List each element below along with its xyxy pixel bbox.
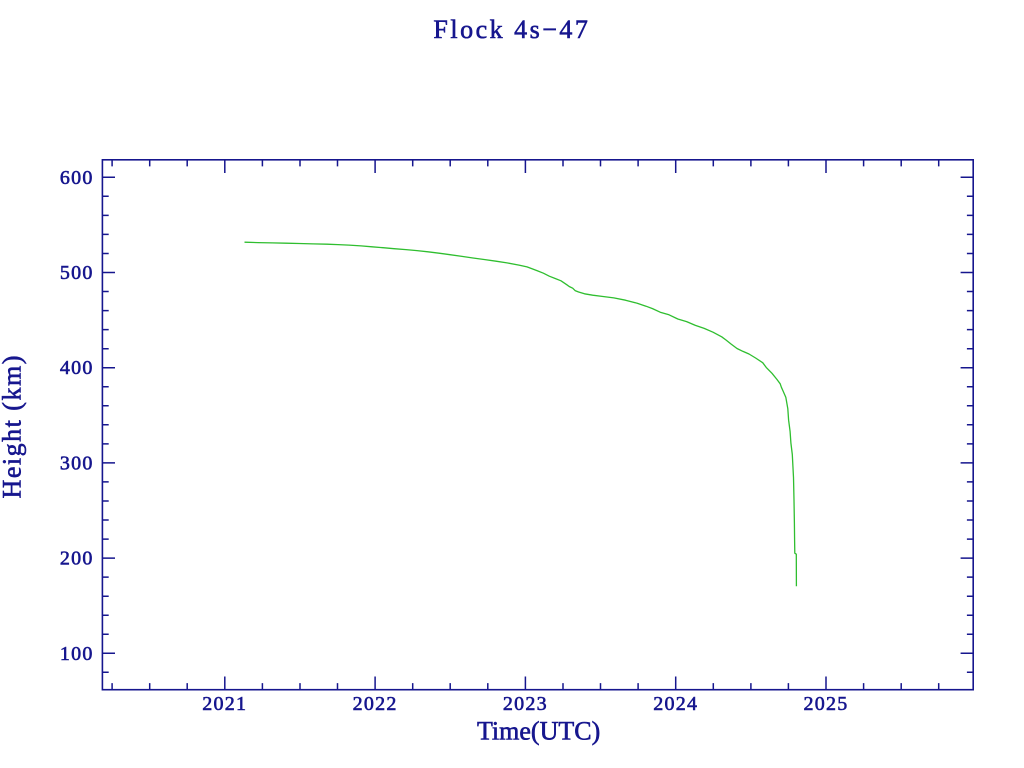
svg-text:600: 600 <box>60 167 94 189</box>
svg-text:2023: 2023 <box>503 693 548 715</box>
svg-text:2021: 2021 <box>202 693 247 715</box>
svg-text:200: 200 <box>60 548 94 570</box>
svg-text:2025: 2025 <box>804 693 849 715</box>
svg-text:300: 300 <box>60 452 94 474</box>
svg-text:400: 400 <box>60 357 94 379</box>
svg-text:Height (km): Height (km) <box>0 354 27 498</box>
svg-text:100: 100 <box>60 643 94 665</box>
svg-text:500: 500 <box>60 262 94 284</box>
svg-text:Flock 4s−47: Flock 4s−47 <box>433 15 590 44</box>
svg-text:Time(UTC): Time(UTC) <box>477 716 600 745</box>
svg-text:2024: 2024 <box>653 693 698 715</box>
svg-text:2022: 2022 <box>353 693 398 715</box>
